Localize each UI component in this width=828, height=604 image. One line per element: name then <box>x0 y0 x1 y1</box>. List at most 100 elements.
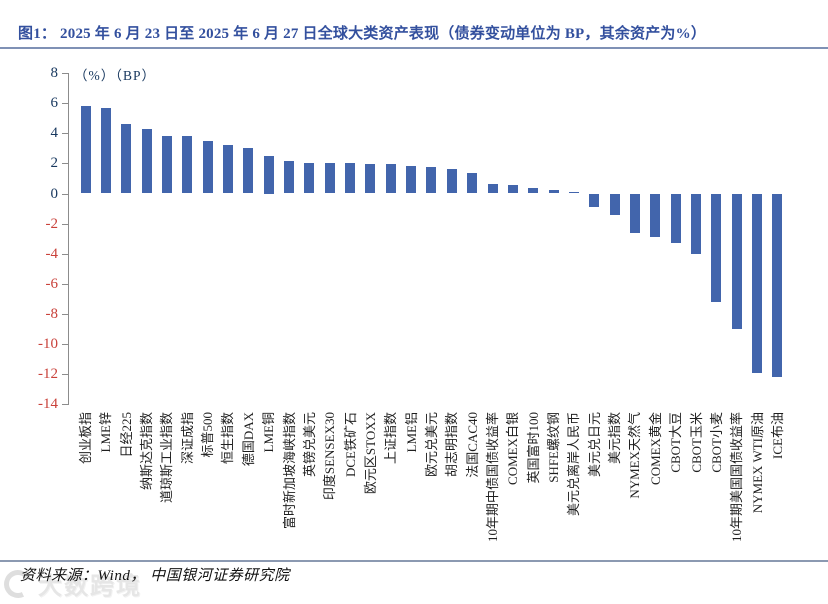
x-axis-label: 日经225 <box>118 412 134 458</box>
bar-21 <box>487 183 498 194</box>
x-axis-label: 标普500 <box>200 412 216 458</box>
y-tick-mark <box>62 223 68 225</box>
x-axis-label: 欧元区STOXX <box>362 412 378 495</box>
x-axis-label: DCE铁矿石 <box>342 412 358 478</box>
y-tick-mark <box>62 193 68 195</box>
x-axis-label: 上证指数 <box>383 412 399 465</box>
x-axis-label: LME锌 <box>98 412 114 453</box>
x-axis-label: COMEX白银 <box>505 412 521 485</box>
bar-9 <box>243 148 254 194</box>
bar-3 <box>121 124 132 194</box>
x-axis-label: CBOT大豆 <box>668 412 684 473</box>
bar-7 <box>202 140 213 194</box>
x-axis-label: 10年期美国国债收益率 <box>729 412 745 543</box>
x-axis-label: CBOT小麦 <box>708 412 724 473</box>
bar-8 <box>222 144 233 194</box>
y-tick-mark <box>62 103 68 105</box>
x-axis-label: COMEX黄金 <box>647 412 663 485</box>
axis-unit-label: （%）（BP） <box>74 68 157 83</box>
x-axis-label: CBOT玉米 <box>688 412 704 473</box>
x-axis-label: 法国CAC40 <box>464 412 480 478</box>
bar-14 <box>345 163 356 194</box>
bar-34 <box>752 193 763 373</box>
x-axis-label: 恒生指数 <box>220 412 236 465</box>
y-tick-label: -12 <box>38 366 58 383</box>
x-axis-label: 欧元兑美元 <box>423 412 439 478</box>
x-axis-label: NYMEX天然气 <box>627 412 643 499</box>
x-axis-label: LME铜 <box>261 412 277 453</box>
bar-31 <box>691 193 701 254</box>
bar-10 <box>263 155 274 194</box>
x-axis-label: 10年期中债国债收益率 <box>485 412 500 543</box>
x-axis-label: SHFE螺纹钢 <box>546 412 562 483</box>
y-tick-mark <box>62 163 68 165</box>
x-axis-label: 胡志明指数 <box>444 412 460 478</box>
bar-33 <box>731 193 742 329</box>
y-tick-label: 4 <box>50 125 59 142</box>
bar-11 <box>284 161 294 194</box>
y-tick-label: -2 <box>45 215 59 232</box>
bar-22 <box>507 185 518 194</box>
y-tick-label: -10 <box>38 336 58 352</box>
y-tick-mark <box>62 73 68 75</box>
figure-title: 图1： 2025 年 6 月 23 日至 2025 年 6 月 27 日全球大类… <box>18 26 707 42</box>
bar-23 <box>528 188 539 194</box>
y-tick-label: 6 <box>50 95 59 112</box>
bar-27 <box>609 193 620 216</box>
x-axis-label: ICE布油 <box>769 412 785 459</box>
y-tick-label: -6 <box>45 275 59 292</box>
bar-28 <box>629 193 640 233</box>
bar-13 <box>324 163 335 194</box>
bar-20 <box>467 173 478 194</box>
bar-17 <box>406 165 417 194</box>
x-axis-label: 美元指数 <box>607 412 623 465</box>
bar-1 <box>80 106 91 194</box>
bar-35 <box>772 193 783 378</box>
y-tick-label: 2 <box>50 155 59 172</box>
y-tick-mark <box>62 253 68 255</box>
y-tick-label: -14 <box>38 396 58 413</box>
x-axis-label: 纳斯达克指数 <box>139 412 155 491</box>
bar-29 <box>650 193 661 238</box>
y-axis-line <box>68 73 69 405</box>
y-tick-mark <box>62 133 68 135</box>
bar-2 <box>100 107 111 194</box>
y-tick-label: 8 <box>50 65 59 82</box>
y-tick-label: 0 <box>50 185 59 202</box>
x-axis-label: 印度SENSEX30 <box>322 412 338 501</box>
x-axis-label: 德国DAX <box>240 412 256 467</box>
source-note: 资料来源：Wind， 中国银河证券研究院 <box>20 568 290 584</box>
x-axis-label: 美元兑离岸人民币 <box>566 412 582 517</box>
y-tick-mark <box>62 283 68 285</box>
x-axis-label: NYMEX WTI原油 <box>749 412 765 514</box>
y-tick-label: -4 <box>45 245 59 262</box>
x-axis-label: 英镑兑美元 <box>301 412 317 478</box>
bar-12 <box>304 162 315 194</box>
bar-18 <box>426 167 437 194</box>
bar-5 <box>161 135 172 194</box>
watermark: 大数跨境 <box>0 565 142 602</box>
watermark-text: 大数跨境 <box>38 573 142 600</box>
bar-24 <box>548 189 559 194</box>
x-axis-label: 道琼斯工业指数 <box>159 412 175 504</box>
y-tick-label: -8 <box>45 305 59 322</box>
bar-16 <box>385 164 396 194</box>
y-tick-mark <box>62 404 68 406</box>
y-tick-mark <box>62 374 68 376</box>
x-axis-label: 美元兑日元 <box>586 412 602 478</box>
footer-divider <box>0 560 828 562</box>
x-axis-label: 创业板指 <box>78 412 93 465</box>
x-axis-label: LME铝 <box>403 412 419 453</box>
bar-15 <box>365 164 376 194</box>
bar-4 <box>141 128 152 194</box>
title-divider <box>0 47 828 49</box>
bar-26 <box>589 193 600 208</box>
bar-30 <box>670 193 681 244</box>
x-axis-label: 英国富时100 <box>525 412 541 484</box>
bar-25 <box>568 191 579 194</box>
y-tick-mark <box>62 344 68 345</box>
bar-6 <box>182 136 193 194</box>
bar-32 <box>711 193 722 302</box>
x-axis-label: 深证成指 <box>179 412 195 465</box>
